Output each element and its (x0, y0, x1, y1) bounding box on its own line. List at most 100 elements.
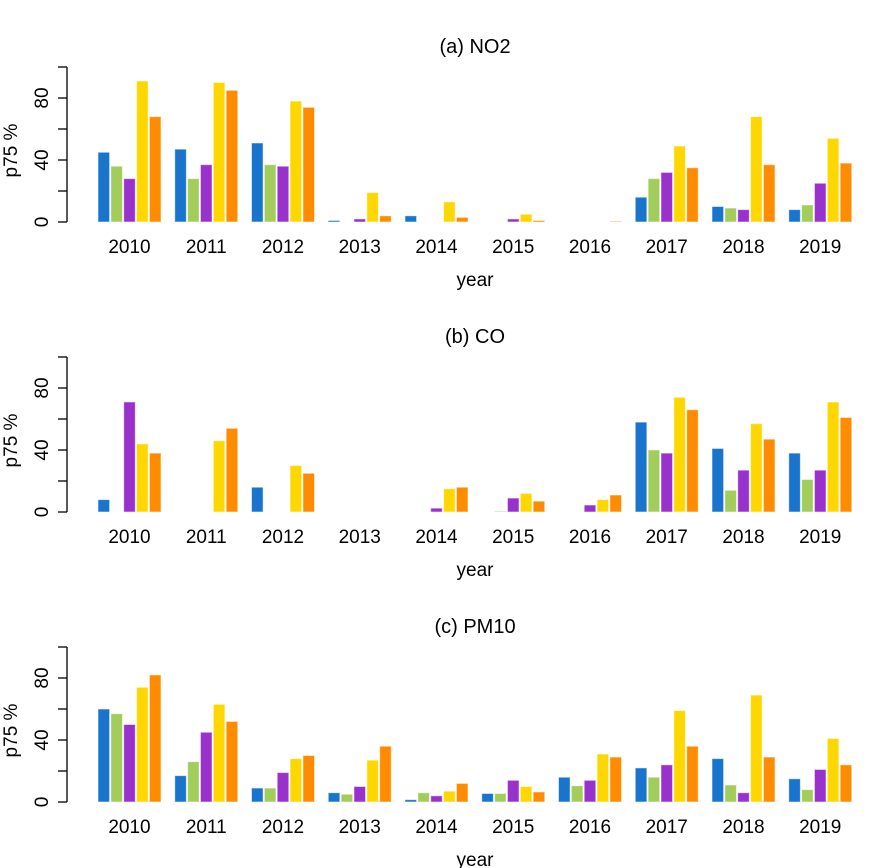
bar-2017-series-3 (660, 171, 674, 223)
bar-2017-series-3 (660, 452, 674, 513)
bar-2016-series-2 (570, 785, 584, 803)
bar-2011-series-1 (174, 775, 187, 803)
bar-2011-series-2 (187, 178, 200, 223)
bar-2010-series-3 (123, 178, 136, 223)
bar-2018-series-5 (762, 438, 776, 513)
x-tick-label: 2013 (339, 527, 381, 548)
x-tick-label: 2016 (569, 817, 611, 838)
bar-2015-series-3 (506, 779, 520, 803)
bar-2012-series-5 (302, 106, 315, 223)
x-tick-label: 2010 (108, 527, 150, 548)
bar-2017-series-4 (673, 396, 686, 513)
bar-2010-series-4 (136, 686, 149, 803)
x-axis-label: year (457, 850, 495, 868)
bar-2018-series-3 (737, 792, 750, 803)
bar-2019-series-3 (813, 469, 827, 513)
bar-2010-series-5 (148, 116, 162, 223)
bar-2012-series-2 (263, 164, 277, 223)
bar-2013-series-4 (366, 759, 379, 803)
bar-2012-series-3 (276, 165, 290, 223)
bar-2013-series-5 (379, 215, 392, 223)
bar-2018-series-5 (762, 756, 776, 803)
bar-2010-series-4 (136, 80, 149, 223)
bar-2010-series-5 (148, 674, 162, 803)
bar-2016-series-4 (596, 753, 610, 803)
bar-2011-series-3 (199, 731, 213, 803)
y-tick-label: 0 (32, 217, 53, 228)
bar-2019-series-5 (839, 764, 853, 803)
y-axis-label: p75 % (1, 413, 22, 467)
bar-2013-series-3 (353, 786, 367, 803)
y-tick-label: 0 (32, 797, 53, 808)
bar-2016-series-5 (609, 756, 623, 803)
bar-2012-series-4 (289, 758, 303, 803)
x-tick-label: 2018 (722, 237, 764, 258)
bar-2011-series-4 (212, 440, 226, 513)
bar-2011-series-1 (174, 148, 187, 223)
bar-2010-series-4 (136, 443, 149, 513)
bar-2018-series-1 (711, 447, 725, 513)
y-tick-label: 40 (32, 439, 53, 460)
bar-2019-series-1 (788, 452, 801, 513)
bar-2017-series-3 (660, 764, 674, 803)
chart-title: (b) CO (445, 326, 505, 348)
x-tick-label: 2019 (799, 237, 841, 258)
bar-2016-series-5 (609, 220, 623, 223)
bar-2018-series-2 (724, 784, 737, 803)
panel-pm10: (c) PM10 0 40 80 p75 % 2010 2011 2012 2013 2014 20… (1, 616, 853, 868)
bar-2015-series-3 (506, 497, 520, 513)
bar-2018-series-1 (711, 206, 725, 223)
x-tick-label: 2015 (492, 817, 534, 838)
bar-2014-series-5 (455, 216, 469, 223)
y-axis-label: p75 % (1, 703, 22, 757)
bar-2017-series-2 (647, 178, 661, 223)
x-tick-label: 2017 (646, 237, 688, 258)
bar-2014-series-3 (430, 795, 443, 803)
x-tick-label: 2017 (646, 817, 688, 838)
bar-2015-series-2 (494, 510, 507, 513)
bar-2015-series-4 (519, 492, 533, 513)
x-tick-label: 2012 (262, 817, 304, 838)
bar-2015-series-5 (532, 219, 546, 223)
x-tick-label: 2012 (262, 237, 304, 258)
x-tick-label: 2018 (722, 527, 764, 548)
bar-2012-series-5 (302, 472, 315, 513)
x-tick-label: 2013 (339, 237, 381, 258)
x-tick-label: 2012 (262, 527, 304, 548)
x-tick-label: 2017 (646, 527, 688, 548)
x-tick-label: 2010 (108, 817, 150, 838)
bar-2010-series-1 (97, 708, 111, 803)
bar-2010-series-5 (148, 452, 162, 513)
bar-2018-series-3 (737, 209, 750, 223)
bar-2013-series-1 (327, 792, 341, 803)
y-tick-label: 40 (32, 149, 53, 170)
bar-2017-series-2 (647, 449, 661, 513)
bar-2018-series-1 (711, 758, 725, 803)
bar-2017-series-1 (634, 196, 648, 223)
bar-2017-series-2 (647, 776, 661, 803)
bar-2015-series-3 (506, 218, 520, 223)
bar-2016-series-5 (609, 494, 623, 513)
bar-2015-series-4 (519, 213, 533, 223)
bar-2013-series-1 (327, 219, 341, 223)
bar-2016-series-3 (583, 504, 597, 513)
bar-2012-series-4 (289, 465, 303, 513)
bar-2013-series-3 (353, 218, 367, 223)
bar-2013-series-4 (366, 192, 379, 223)
x-tick-label: 2018 (722, 817, 764, 838)
bar-2015-series-5 (532, 500, 546, 513)
bar-2018-series-2 (724, 489, 737, 513)
bar-2014-series-5 (455, 782, 469, 803)
bar-2014-series-4 (443, 201, 456, 223)
bar-2016-series-3 (583, 779, 597, 803)
x-tick-label: 2014 (415, 237, 458, 258)
x-tick-label: 2016 (569, 237, 611, 258)
bar-2019-series-4 (826, 401, 840, 513)
bar-2019-series-2 (801, 204, 814, 223)
x-tick-label: 2015 (492, 237, 534, 258)
x-tick-label: 2013 (339, 817, 381, 838)
bar-2019-series-5 (839, 162, 853, 223)
bar-2010-series-2 (110, 713, 123, 803)
bar-2016-series-4 (596, 499, 610, 513)
bar-2014-series-5 (455, 486, 469, 513)
